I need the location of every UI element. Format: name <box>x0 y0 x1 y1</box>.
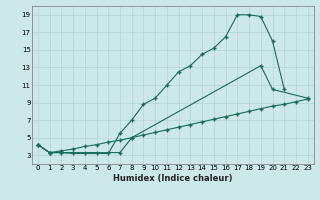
X-axis label: Humidex (Indice chaleur): Humidex (Indice chaleur) <box>113 174 233 183</box>
